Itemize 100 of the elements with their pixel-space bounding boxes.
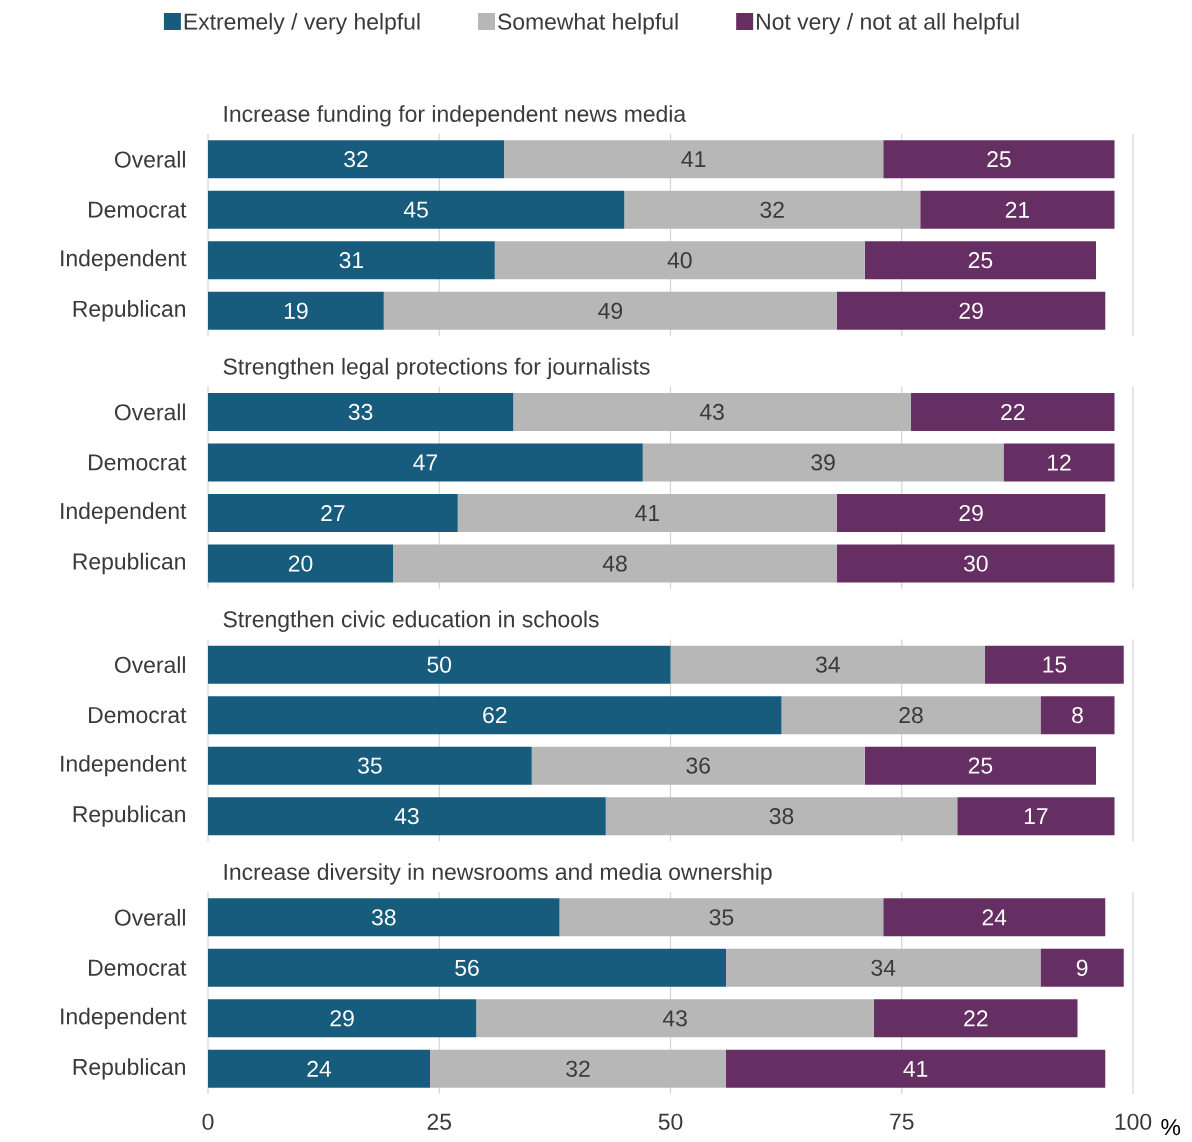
data-label: 38	[769, 808, 794, 825]
chart-title: Increase funding for independent news media	[224, 105, 687, 127]
data-label: 30	[963, 555, 988, 572]
data-label: 43	[394, 808, 419, 825]
bar	[494, 241, 865, 280]
bar	[531, 746, 865, 785]
legend-label: Not very / not at all helpful	[757, 12, 1019, 35]
bar	[208, 291, 384, 330]
bar	[624, 190, 921, 229]
data-label: 41	[681, 151, 706, 168]
data-label: 36	[686, 757, 710, 774]
bar	[837, 493, 1106, 532]
data-label: 62	[483, 707, 507, 724]
data-label: 35	[358, 757, 382, 774]
bar	[476, 999, 875, 1038]
bar	[208, 898, 560, 937]
bar	[670, 645, 986, 684]
data-label: 47	[413, 454, 437, 471]
data-label: 43	[699, 403, 724, 421]
bar	[393, 544, 838, 583]
data-label: 25	[968, 252, 993, 269]
data-label: 32	[760, 201, 784, 218]
bar	[985, 645, 1124, 684]
bar	[430, 1049, 727, 1088]
bar	[208, 645, 671, 684]
chart-title: Strengthen legal protections for journalists	[223, 357, 650, 380]
bar	[208, 241, 495, 280]
data-label: 40	[667, 252, 692, 269]
bar	[457, 493, 838, 532]
bar	[208, 190, 625, 229]
data-label: 41	[903, 1060, 928, 1077]
data-label: 45	[403, 201, 428, 218]
data-label: 29	[330, 1010, 354, 1027]
bar	[642, 443, 1004, 482]
data-label: 25	[968, 757, 993, 774]
data-label: 19	[284, 302, 308, 319]
data-label: 56	[455, 959, 479, 976]
bar	[383, 291, 838, 330]
y-tick-label: Independent	[61, 502, 187, 524]
data-label: 15	[1043, 656, 1067, 673]
bar	[864, 746, 1097, 785]
y-tick-label: Democrat	[89, 201, 187, 218]
bar	[559, 898, 884, 937]
data-label: 49	[598, 302, 623, 319]
x-tick-label: 0	[202, 1113, 214, 1130]
bar	[208, 746, 532, 785]
y-tick-label: Independent	[61, 754, 187, 777]
y-tick-label: Overall	[114, 403, 185, 421]
data-label: 21	[1005, 201, 1030, 218]
bar	[726, 948, 1041, 987]
bar	[1003, 443, 1115, 482]
data-label: 8	[1072, 707, 1083, 724]
y-tick-label: Republican	[73, 300, 185, 322]
data-label: 29	[959, 504, 983, 522]
y-tick-label: Independent	[61, 249, 187, 271]
bar	[208, 797, 606, 836]
x-tick-label: 75	[890, 1113, 914, 1130]
y-tick-label: Republican	[73, 805, 185, 827]
bar	[837, 544, 1115, 583]
data-label: 24	[982, 909, 1007, 926]
data-label: 34	[815, 656, 840, 673]
bar	[208, 392, 514, 431]
data-label: 32	[566, 1060, 590, 1077]
data-label: 39	[811, 454, 835, 471]
bar	[208, 493, 458, 532]
x-axis-title: %	[1161, 1119, 1181, 1136]
bar	[837, 291, 1106, 330]
y-tick-label: Overall	[114, 908, 185, 926]
data-label: 38	[371, 909, 396, 926]
y-tick-label: Independent	[61, 1007, 187, 1030]
data-label: 12	[1048, 454, 1071, 471]
data-label: 9	[1076, 959, 1088, 976]
data-label: 27	[321, 505, 345, 522]
data-label: 48	[602, 555, 627, 572]
bar	[726, 1049, 1106, 1088]
bar	[208, 999, 477, 1038]
data-label: 35	[709, 909, 734, 926]
data-label: 20	[288, 555, 313, 572]
y-tick-label: Republican	[73, 552, 185, 575]
y-tick-label: Overall	[114, 656, 185, 674]
x-tick-label: 50	[658, 1113, 683, 1130]
data-label: 28	[899, 707, 923, 724]
bar	[208, 140, 504, 179]
y-tick-label: Republican	[73, 1058, 185, 1080]
bar	[874, 999, 1078, 1038]
bar	[920, 190, 1115, 229]
bar	[208, 544, 393, 583]
data-label: 22	[1001, 403, 1025, 420]
bar	[605, 797, 958, 836]
bar	[208, 696, 782, 735]
bar	[781, 696, 1041, 735]
data-label: 43	[662, 1010, 687, 1027]
data-label: 29	[959, 302, 983, 319]
bar	[957, 797, 1115, 836]
y-tick-label: Democrat	[89, 454, 187, 471]
data-label: 41	[635, 505, 660, 521]
bar	[1040, 696, 1115, 735]
bar	[504, 140, 884, 179]
data-label: 34	[871, 959, 896, 976]
legend-label: Extremely / very helpful	[184, 12, 420, 35]
